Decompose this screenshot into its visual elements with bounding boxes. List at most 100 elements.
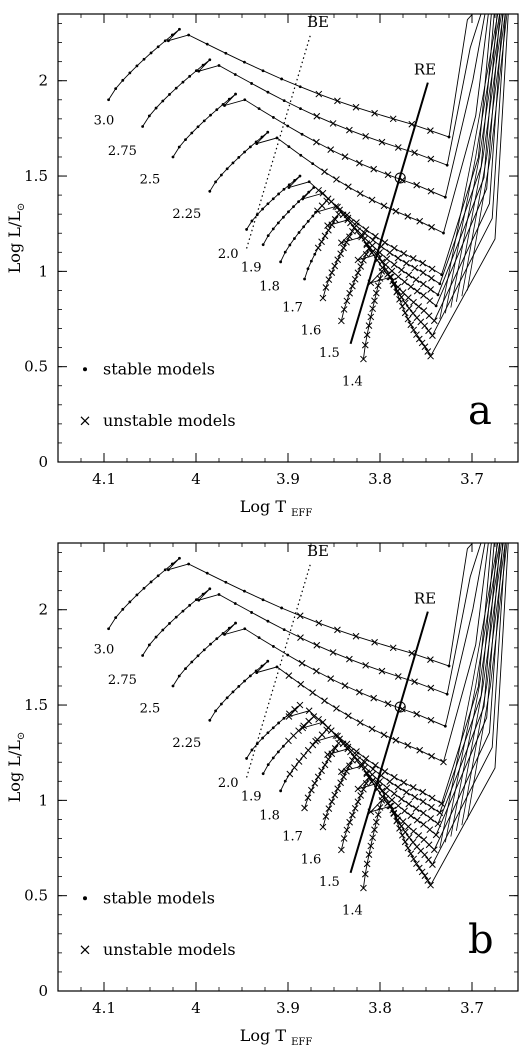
unstable-model-marker <box>378 258 386 266</box>
unstable-model-marker <box>334 732 341 740</box>
stable-model-marker <box>261 772 265 776</box>
panel-letter: a <box>468 388 492 434</box>
unstable-model-marker <box>332 203 340 210</box>
unstable-model-marker <box>362 755 370 762</box>
unstable-model-marker <box>361 341 369 349</box>
stable-model-marker <box>227 626 231 630</box>
unstable-model-marker <box>360 785 367 793</box>
y-axis-title: Log L/L⊙ <box>5 203 27 274</box>
stable-model-marker <box>286 653 290 657</box>
unstable-model-marker <box>407 850 415 858</box>
unstable-model-marker <box>358 762 365 770</box>
stable-model-marker <box>234 621 237 625</box>
stable-model-marker <box>243 679 246 683</box>
mass-label: 1.7 <box>282 300 303 315</box>
unstable-model-marker <box>360 884 367 892</box>
legend-stable-label: stable models <box>103 359 215 378</box>
stable-model-marker <box>266 90 270 94</box>
stable-model-marker <box>282 628 286 631</box>
unstable-model-marker <box>393 817 401 825</box>
unstable-model-marker <box>319 718 327 726</box>
unstable-model-marker <box>408 649 416 657</box>
unstable-model-marker <box>440 758 447 766</box>
unstable-model-marker <box>394 144 402 151</box>
unstable-model-marker <box>346 289 353 297</box>
unstable-model-marker <box>411 678 418 686</box>
stable-model-marker <box>174 615 178 619</box>
stable-model-marker <box>445 692 449 696</box>
unstable-model-marker <box>418 339 426 347</box>
stable-model-marker <box>237 684 241 688</box>
unstable-model-marker <box>340 773 347 781</box>
stable-model-marker <box>167 568 170 572</box>
giant-branch-line <box>444 543 500 843</box>
stable-model-marker <box>201 592 205 596</box>
blue-edge-line <box>246 561 312 778</box>
unstable-model-marker <box>421 322 429 330</box>
y-tick-label: 1 <box>38 791 48 809</box>
stable-model-marker <box>255 742 259 746</box>
unstable-model-marker <box>428 794 436 802</box>
unstable-model-marker <box>343 826 351 834</box>
mass-label: 2.25 <box>172 736 201 751</box>
unstable-model-marker <box>370 694 378 702</box>
stable-model-marker <box>280 77 284 81</box>
unstable-model-marker <box>382 795 390 802</box>
stable-model-marker <box>313 252 317 256</box>
evolutionary-track-2_25 <box>209 14 489 234</box>
evolutionary-track-2_5 <box>172 14 486 198</box>
unstable-model-marker <box>323 197 330 205</box>
unstable-model-marker <box>398 302 406 310</box>
unstable-model-marker <box>329 120 337 127</box>
unstable-model-marker <box>427 656 434 663</box>
unstable-model-marker <box>405 800 413 808</box>
unstable-model-marker <box>363 331 371 339</box>
unstable-model-marker <box>365 245 373 252</box>
mass-label: 1.5 <box>319 875 340 890</box>
unstable-model-marker <box>394 273 402 281</box>
giant-branch-line <box>461 14 506 297</box>
unstable-model-marker <box>404 213 412 220</box>
stable-model-marker <box>219 173 223 177</box>
unstable-model-marker <box>419 798 427 805</box>
unstable-model-marker <box>384 700 392 708</box>
stable-model-marker <box>197 598 201 602</box>
stable-model-marker <box>279 260 283 264</box>
giant-branch-line <box>467 543 508 820</box>
x-axis-title: Log T EFF <box>240 497 313 519</box>
unstable-model-marker <box>413 860 420 868</box>
unstable-model-marker <box>413 181 421 189</box>
stable-model-marker <box>237 155 241 159</box>
stable-model-marker <box>287 145 291 149</box>
stable-model-marker <box>154 106 158 110</box>
unstable-model-marker <box>420 821 427 828</box>
unstable-model-marker <box>419 259 427 267</box>
stable-model-marker <box>141 654 145 657</box>
unstable-model-marker <box>346 762 353 770</box>
unstable-model-marker <box>309 689 316 696</box>
unstable-model-marker <box>362 226 370 233</box>
unstable-model-marker <box>328 269 336 276</box>
stable-model-marker <box>161 99 165 103</box>
unstable-model-marker <box>334 256 342 264</box>
stable-model-marker <box>141 125 145 128</box>
mass-label: 3.0 <box>94 114 115 129</box>
stable-model-marker <box>231 161 235 165</box>
stable-model-marker <box>283 779 287 783</box>
evolutionary-track-1_9 <box>262 543 495 814</box>
mass-label: 2.5 <box>140 173 161 188</box>
x-tick-label: 3.9 <box>276 999 300 1017</box>
unstable-model-marker <box>344 216 352 224</box>
unstable-model-marker <box>331 216 339 223</box>
unstable-model-marker <box>285 710 293 718</box>
x-tick-label: 3.8 <box>368 999 392 1017</box>
unstable-model-marker <box>404 315 412 323</box>
unstable-model-marker <box>369 236 377 244</box>
unstable-model-marker <box>390 261 398 268</box>
unstable-model-marker <box>324 751 331 758</box>
unstable-model-marker <box>344 214 352 222</box>
stable-model-marker <box>135 64 139 68</box>
unstable-model-marker <box>425 312 433 320</box>
stable-model-marker <box>245 757 249 760</box>
unstable-model-marker <box>399 818 407 825</box>
